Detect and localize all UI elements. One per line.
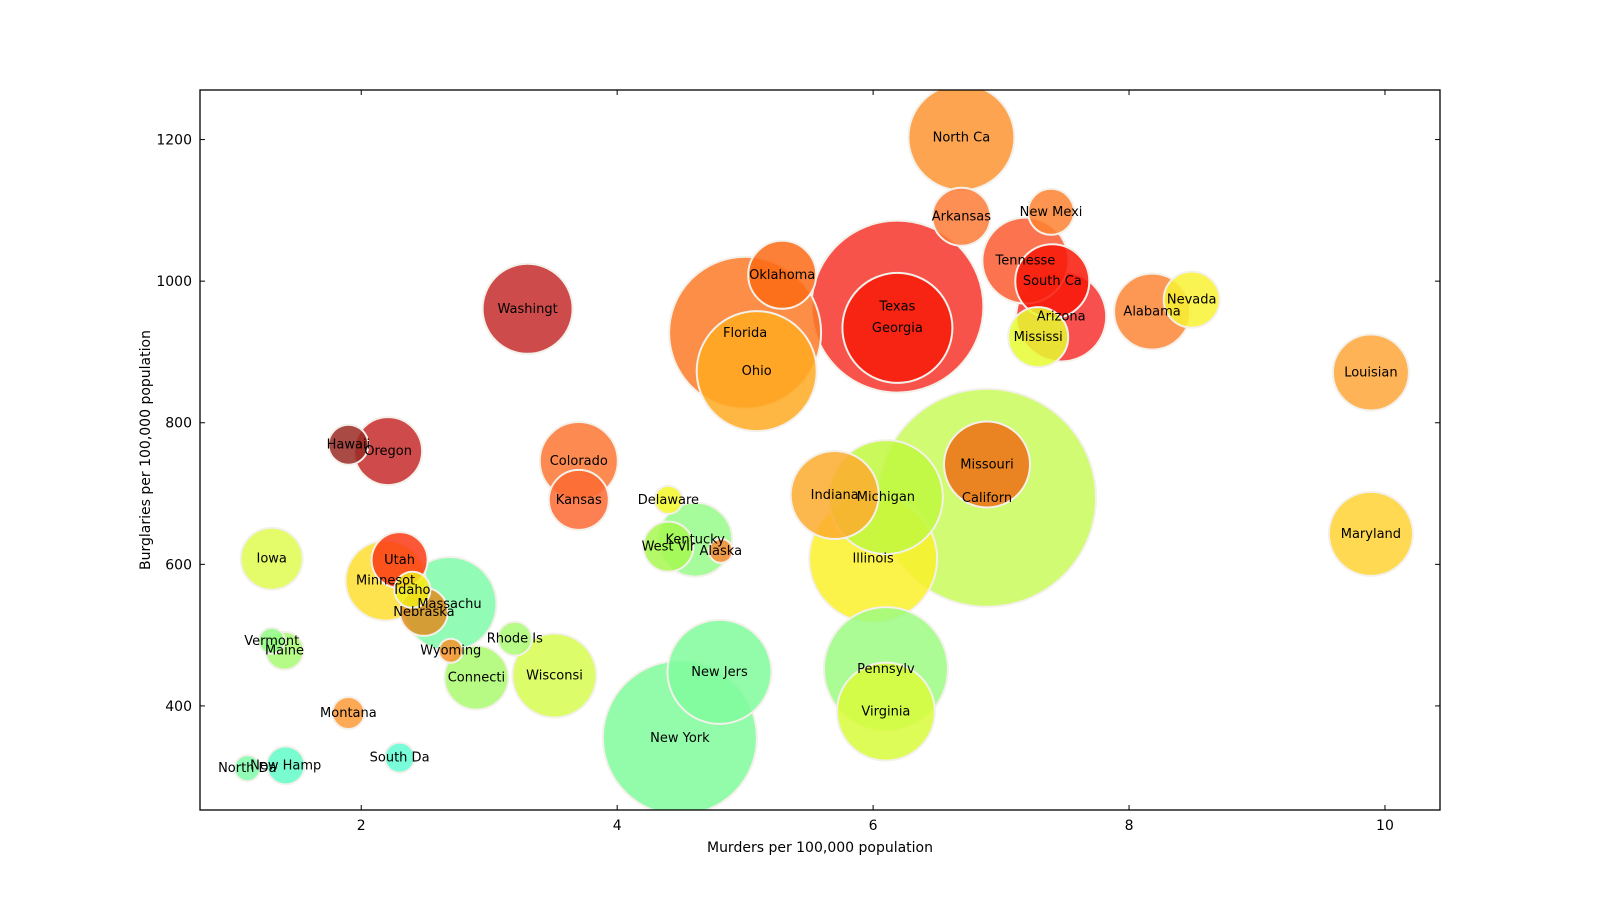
x-axis-label: Murders per 100,000 population [707, 840, 933, 856]
bubble-label: Idaho [394, 583, 430, 598]
bubble-layer [233, 90, 1414, 810]
plot-frame [199, 89, 1441, 811]
y-tick-label: 400 [165, 699, 192, 715]
bubble-label: Texas [878, 300, 915, 315]
bubble-label: Georgia [872, 321, 923, 336]
y-tick-label: 600 [165, 557, 192, 573]
bubble-indiana [789, 450, 880, 540]
bubble-label: Kentucky [666, 533, 726, 548]
bubble-label: New York [650, 731, 710, 746]
bubble-hawaii [327, 423, 370, 466]
bubble-label: Tennesse [995, 254, 1056, 269]
bubble-label: Wisconsi [526, 669, 583, 684]
bubble-label: Alaska [700, 544, 743, 559]
bubble-label: Arizona [1037, 310, 1086, 325]
bubble-south-dakota [383, 741, 416, 774]
bubble-alaska [707, 537, 734, 564]
bubble-label: Delaware [638, 493, 699, 508]
bubble-montana [331, 696, 366, 730]
bubble-label: Vermont [244, 634, 299, 649]
bubble-washington [481, 262, 574, 355]
bubble-label: New Hamp [250, 758, 321, 773]
bubble-virginia [835, 661, 936, 762]
bubble-mississippi [1007, 306, 1070, 369]
y-tick-label: 800 [165, 416, 192, 432]
bubble-label: Massachu [417, 597, 481, 612]
bubble-label: Oregon [364, 444, 412, 459]
y-tick-label: 1200 [156, 133, 192, 149]
bubble-iowa [239, 526, 304, 591]
bubble-label: Missouri [960, 458, 1014, 473]
bubble-label: South Ca [1023, 274, 1082, 289]
bubble-label: Illinois [852, 552, 893, 567]
bubble-label: Wyoming [420, 644, 481, 659]
bubble-new-mexico [1027, 187, 1075, 236]
bubble-label: Mississi [1014, 330, 1063, 345]
bubble-label: Arkansas [932, 210, 991, 225]
bubble-label: Nebraska [393, 605, 454, 620]
x-tick-label: 4 [613, 818, 622, 834]
bubble-new-hampshire [265, 745, 306, 786]
bubble-vermont [257, 626, 286, 655]
bubble-label: Rhode Is [487, 632, 543, 647]
bubble-wyoming [437, 637, 464, 664]
y-axis-ticks: 400 600 800 1000 1200 [156, 133, 1440, 715]
bubble-label: North Da [218, 761, 276, 776]
bubble-label: Washingt [497, 302, 557, 317]
bubble-label: Pennsylv [857, 662, 915, 677]
x-axis-ticks: 2 4 6 8 10 [357, 90, 1394, 834]
bubble-label: North Ca [933, 130, 991, 145]
bubble-nevada [1162, 270, 1221, 329]
bubble-missouri [943, 420, 1031, 509]
bubble-maryland [1327, 490, 1414, 577]
y-axis-label: Burglaries per 100,000 population [138, 330, 154, 570]
bubble-louisiana [1331, 333, 1410, 412]
bubble-label: Alabama [1123, 305, 1180, 320]
bubble-label: Minnesot [356, 574, 415, 589]
bubble-label: Montana [320, 706, 377, 721]
x-tick-label: 2 [357, 818, 366, 834]
x-tick-label: 6 [869, 818, 878, 834]
bubble-label: Florida [723, 326, 767, 341]
x-tick-label: 10 [1376, 818, 1394, 834]
bubble-delaware [653, 484, 684, 515]
bubble-label: Nevada [1167, 293, 1217, 308]
bubble-label: Oklahoma [749, 268, 815, 283]
bubble-label: Connecti [448, 671, 505, 686]
bubble-oklahoma [747, 239, 818, 310]
bubble-label: West Vir [642, 540, 696, 555]
bubble-label: Colorado [550, 454, 608, 469]
bubble-new-jersey [666, 618, 773, 725]
bubble-label: Virginia [861, 705, 910, 720]
y-tick-label: 1000 [156, 274, 192, 290]
bubble-label: Louisian [1344, 366, 1397, 381]
bubble-arkansas [931, 186, 992, 247]
bubble-label: Maryland [1341, 527, 1401, 542]
bubble-label: Iowa [257, 552, 287, 567]
bubble-georgia [841, 271, 954, 384]
bubble-idaho [393, 570, 432, 609]
bubble-label: Californ [962, 491, 1012, 506]
bubble-label: Kansas [556, 493, 602, 508]
bubble-label: New Jers [691, 665, 748, 680]
bubble-west-virginia [642, 520, 695, 573]
bubble-connecticut [443, 644, 510, 711]
bubble-label: Utah [384, 553, 415, 568]
bubble-label-layer: Californ Texas New York Florida Illinois Penn… [218, 130, 1401, 776]
bubble-ohio [695, 310, 818, 433]
bubble-rhode-island [496, 620, 533, 657]
bubble-label: Michigan [857, 490, 915, 505]
bubble-label: South Da [370, 751, 430, 766]
bubble-label: Indiana [811, 488, 859, 503]
bubble-label: New Mexi [1020, 205, 1083, 220]
x-tick-label: 8 [1125, 818, 1134, 834]
bubble-label: Ohio [742, 364, 772, 379]
bubble-kansas [547, 468, 610, 531]
bubble-wisconsin [511, 632, 598, 719]
bubble-label: Maine [265, 644, 304, 659]
bubble-label: Hawaii [327, 438, 371, 453]
bubble-north-dakota [233, 754, 262, 783]
